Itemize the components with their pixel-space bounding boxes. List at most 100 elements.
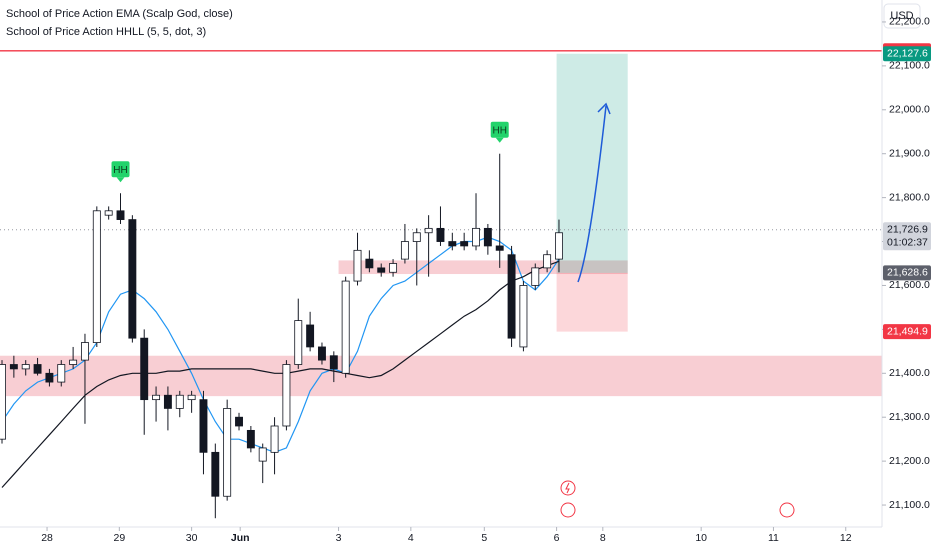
candle-body (424, 227, 433, 234)
candle-body (116, 210, 125, 220)
price-tag-label: 21,494.9 (887, 325, 928, 337)
legend-entry: School of Price Action HHLL (5, 5, dot, … (6, 26, 206, 38)
candle-body (460, 241, 469, 247)
hh-marker (111, 161, 130, 178)
price-tag (883, 265, 931, 281)
x-tick-label: 8 (600, 532, 606, 544)
candle-body (246, 429, 255, 449)
arrow (577, 105, 607, 283)
indicator-line (1, 260, 560, 488)
x-tick-label: 10 (695, 532, 707, 544)
candle-body (353, 249, 362, 282)
candle-body (81, 342, 89, 361)
arrow-head (597, 102, 611, 115)
y-tick-label: 21,900.0 (889, 147, 930, 159)
hh-pointer (495, 137, 504, 143)
price-tag (883, 222, 931, 251)
hh-marker (490, 121, 509, 138)
countdown: 01:02:37 (887, 237, 928, 249)
candle-body (329, 355, 338, 370)
candle-body (104, 210, 113, 216)
x-tick-label: 3 (336, 532, 342, 544)
target-zone (556, 53, 628, 273)
candle-body (45, 372, 54, 383)
currency[interactable]: USD (890, 10, 913, 22)
candle-body (33, 364, 42, 374)
candle-body (128, 219, 137, 339)
y-tick-label: 21,400.0 (889, 367, 930, 379)
candle-body (483, 227, 492, 247)
candle-body (507, 254, 516, 339)
candle-body (472, 227, 480, 247)
candle-body (519, 285, 528, 348)
candle-body (495, 245, 504, 251)
candle-body (92, 210, 101, 343)
y-tick-label: 21,100.0 (889, 499, 930, 511)
y-tick-label: 21,600.0 (889, 279, 930, 291)
candle-body (306, 324, 315, 348)
candle-body (69, 359, 78, 365)
candle-body (294, 320, 303, 365)
y-tick-label: 22,000.0 (889, 104, 930, 116)
y-tick-label: 21,200.0 (889, 455, 930, 467)
candle-body (258, 447, 267, 462)
candle-body (21, 364, 30, 370)
candle-body (412, 232, 421, 242)
x-tick-label: 11 (768, 532, 779, 544)
price-tag (883, 324, 931, 340)
zone (0, 355, 882, 397)
candle-body (448, 241, 457, 247)
candle-body (163, 394, 172, 409)
candle-body (282, 364, 291, 427)
y-tick-label: 22,200.0 (889, 16, 930, 28)
candle-body (341, 280, 350, 374)
event-icon (560, 480, 576, 496)
x-tick-label: 6 (554, 532, 560, 544)
candle-body (531, 267, 540, 286)
price-tag-label: 21,628.6 (887, 267, 928, 279)
price-tag (883, 46, 931, 62)
candle-body (140, 337, 149, 401)
events (560, 480, 795, 518)
x-tick-label: 5 (481, 532, 487, 544)
x-tick-label: Jun (231, 532, 250, 544)
candle-body (377, 267, 386, 273)
candle-body (270, 425, 279, 453)
price-tag-label: 22,127.6 (887, 48, 928, 60)
candle-body (199, 399, 208, 453)
y-tick-label: 21,800.0 (889, 191, 930, 203)
candle-body (9, 364, 18, 370)
candle-body (235, 416, 243, 427)
y-tick-label: 22,100.0 (889, 60, 930, 72)
plot: HH HH (0, 50, 882, 519)
hh-label: HH (492, 125, 506, 136)
candle-body (555, 232, 563, 260)
x-tick-label: 4 (408, 532, 414, 544)
candle-body (0, 364, 6, 440)
stop-zone (556, 272, 628, 332)
y-tick-label: 21,300.0 (889, 411, 930, 423)
candle-body (187, 394, 196, 401)
x-tick-label: 29 (113, 532, 125, 544)
candle-body (436, 227, 445, 242)
candle-body (211, 451, 220, 497)
hh-label: HH (113, 165, 127, 176)
candle-body (389, 263, 398, 273)
x-tick-label: 30 (186, 532, 198, 544)
candle-body (318, 346, 326, 361)
currency-button[interactable] (883, 3, 921, 29)
price-tag-label: 21,726.9 (887, 224, 928, 236)
candle-body (57, 364, 66, 383)
candle-body (543, 254, 552, 269)
candle-body (175, 394, 184, 409)
legend-entry: School of Price Action EMA (Scalp God, c… (6, 8, 233, 20)
candle-body (152, 394, 161, 401)
event-icon (565, 482, 570, 494)
hh-pointer (116, 177, 125, 183)
candle-body (400, 241, 409, 260)
event-icon (779, 502, 795, 518)
candle-body (365, 258, 374, 269)
event-icon (560, 502, 576, 518)
